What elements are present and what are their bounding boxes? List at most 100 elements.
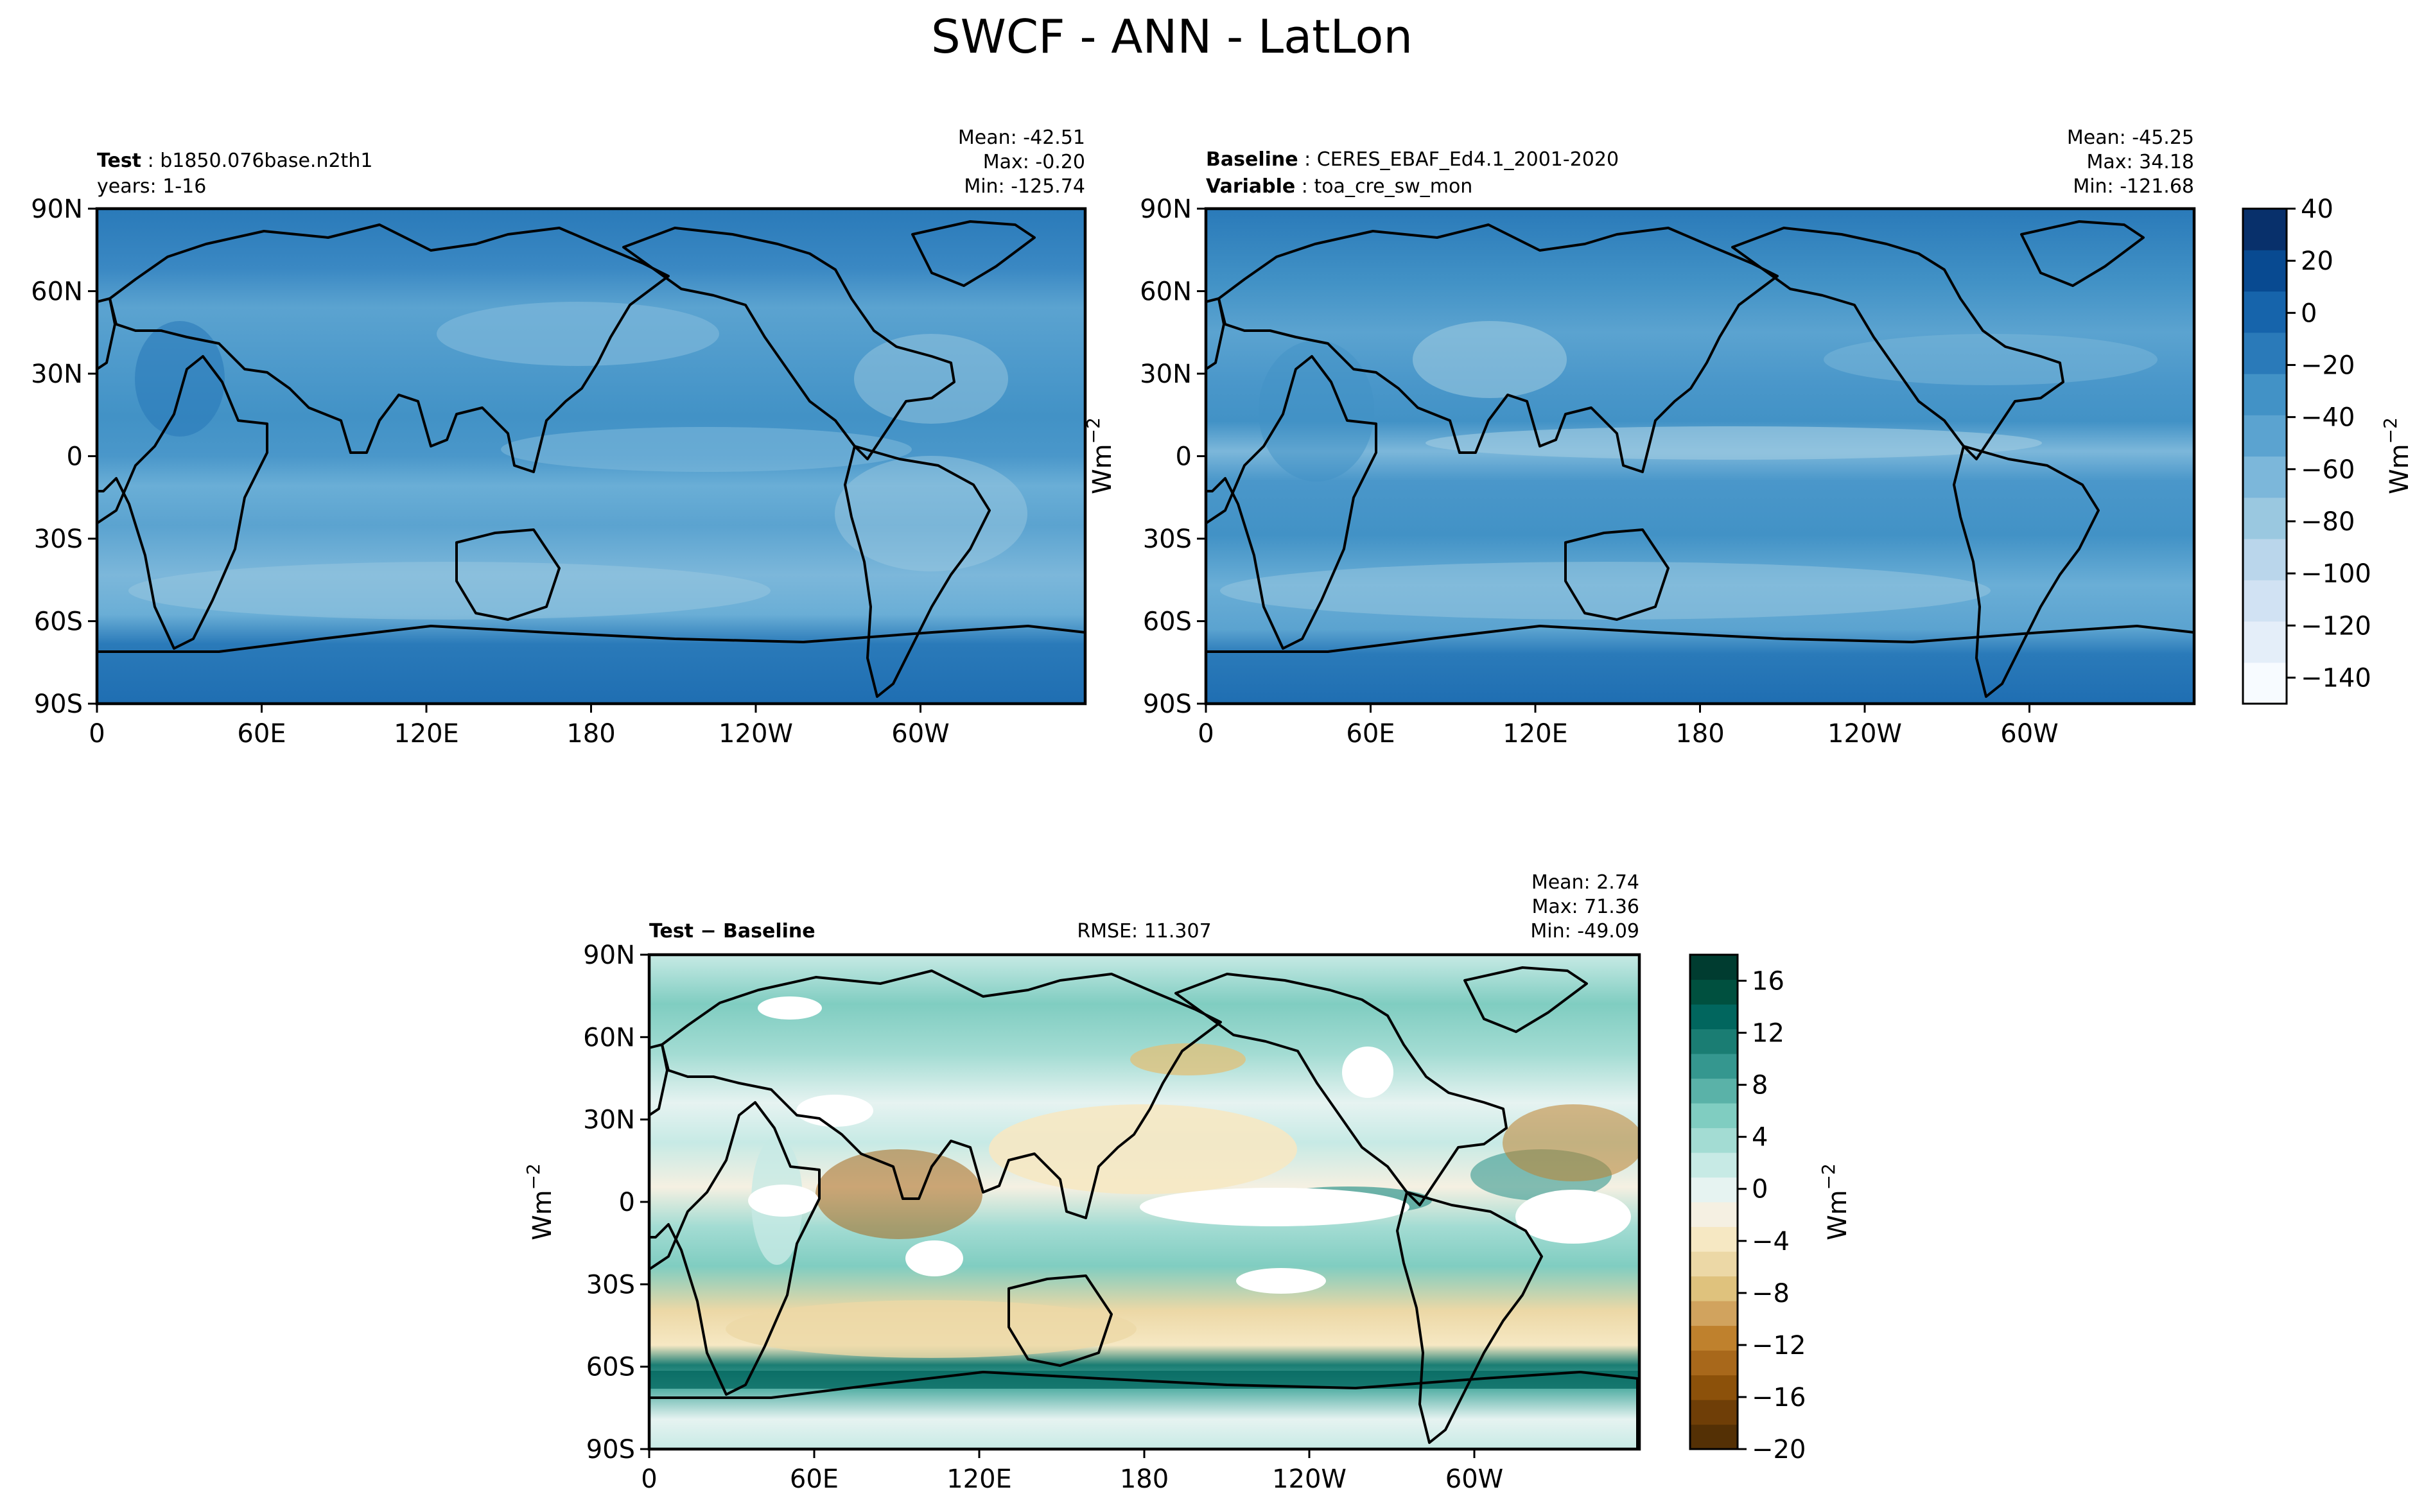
coastline [844,445,991,698]
coastline [97,297,116,370]
y-tick-label: 90N [1140,195,1192,224]
difference-ylabel: Wm−2 [523,1163,557,1240]
colorbar-tick-label: 0 [2301,299,2317,328]
coastline [911,220,1036,287]
coastline [1206,355,1377,650]
difference-axes: 0 60E 120E 180 120W 60W 90N 60N 30N 0 30S 60S 90S [583,941,1503,1494]
baseline-header-line1: Baseline : CERES_EBAF_Ed4.1_2001-2020 [1206,148,1619,171]
y-tick-label: 90S [586,1435,635,1464]
difference-stat-max: Max: 71.36 [1531,896,1639,918]
x-tick-label: 0 [89,719,105,749]
coastline [1396,1191,1543,1444]
colorbar-tick-label: −20 [2301,351,2355,380]
difference-stat-min: Min: -49.09 [1530,920,1639,943]
coastline [1463,966,1588,1033]
coastline [1206,297,1225,370]
y-tick-label: 90S [1143,690,1192,719]
colorbar-tick-label: −16 [1752,1383,1806,1412]
baseline-panel: Baseline : CERES_EBAF_Ed4.1_2001-2020 Va… [1083,126,2196,749]
colorbar-cell [1690,1350,1738,1376]
test-header-line2: years: 1-16 [97,175,206,198]
colorbar-cell [1690,1078,1738,1104]
coastline [455,528,561,621]
baseline-field-features [1220,321,2158,620]
x-tick-label: 180 [566,719,615,749]
x-tick-label: 120E [946,1464,1012,1494]
colorbar-cell [1690,1202,1738,1228]
colorbar-cell [1690,1276,1738,1301]
test-stat-max: Max: -0.20 [983,151,1085,173]
baseline-coastlines [1206,220,2194,704]
baseline-colorbar-label: Wm−2 [2380,417,2414,494]
x-tick-label: 60E [237,719,286,749]
colorbar-tick-label: −80 [2301,507,2355,537]
test-panel: Test : b1850.076base.n2th1 years: 1-16 M… [31,126,1087,749]
difference-rmse: RMSE: 11.307 [1077,920,1211,943]
colorbar-tick-label: 20 [2301,247,2333,276]
colorbar-tick-label: 12 [1752,1019,1784,1048]
y-tick-label: 90S [34,690,83,719]
colorbar-cell [2243,621,2287,663]
colorbar-tick-label: −100 [2301,559,2371,589]
colorbar-cell [2243,374,2287,415]
test-header-line1: Test : b1850.076base.n2th1 [97,150,372,172]
test-stat-mean: Mean: -42.51 [958,126,1085,149]
colorbar-cell [2243,332,2287,374]
baseline-stat-mean: Mean: -45.25 [2067,126,2194,149]
test-stat-min: Min: -125.74 [964,175,1085,198]
colorbar-cell [1690,1054,1738,1079]
colorbar-cell [1690,1103,1738,1129]
colorbar-tick-label: 8 [1752,1071,1768,1100]
y-tick-label: 60S [586,1353,635,1382]
coastline [109,223,670,473]
difference-map [649,955,1639,1449]
baseline-stat-min: Min: -121.68 [2073,175,2194,198]
coastline [97,625,1085,704]
colorbar-tick-label: 40 [2301,195,2333,224]
baseline-ylabel: Wm−2 [1083,417,1117,494]
y-tick-label: 60S [34,607,83,637]
colorbar-tick-label: −8 [1752,1279,1790,1308]
y-tick-label: 0 [67,442,83,472]
y-tick-label: 60N [31,277,83,307]
y-tick-label: 60N [1140,277,1192,307]
coastline [1564,528,1670,621]
x-tick-label: 120W [1272,1464,1347,1494]
x-tick-label: 60W [891,719,949,749]
baseline-axes: 0 60E 120E 180 120W 60W 90N 60N 30N 0 30S 60S 90S [1140,195,2059,749]
colorbar-cell [1690,1301,1738,1326]
x-tick-label: 0 [641,1464,657,1494]
x-tick-label: 120W [719,719,793,749]
colorbar-cell [2243,539,2287,580]
colorbar-tick-label: −40 [2301,403,2355,433]
y-tick-label: 30N [31,360,83,389]
coastline [661,969,1222,1219]
colorbar-tick-label: −120 [2301,611,2371,641]
coastline [649,1371,1639,1449]
colorbar-cell [1690,955,1738,980]
colorbar-cell [1690,1375,1738,1400]
difference-panel: Test − Baseline RMSE: 11.307 Mean: 2.74 … [523,871,1641,1494]
y-tick-label: 30S [1143,525,1192,554]
colorbar-cell [1690,1424,1738,1450]
y-tick-label: 30S [586,1270,635,1299]
colorbar-cell [1690,1325,1738,1351]
colorbar-cell [1690,1004,1738,1030]
x-tick-label: 60E [790,1464,839,1494]
colorbar-cell [1690,1226,1738,1252]
y-tick-label: 30S [34,525,83,554]
figure-title: SWCF - ANN - LatLon [931,10,1413,64]
test-coastlines [97,220,1085,704]
baseline-stat-max: Max: 34.18 [2086,151,2194,173]
y-tick-label: 90N [583,941,635,970]
coastline [622,227,955,460]
colorbar-cell [2243,209,2287,250]
coastline [649,1043,668,1117]
coastline [1953,445,2100,698]
colorbar-cell [1690,1251,1738,1277]
colorbar-tick-label: 0 [1752,1175,1768,1204]
x-tick-label: 180 [1675,719,1724,749]
coastline [1007,1274,1113,1367]
test-map [97,209,1085,704]
